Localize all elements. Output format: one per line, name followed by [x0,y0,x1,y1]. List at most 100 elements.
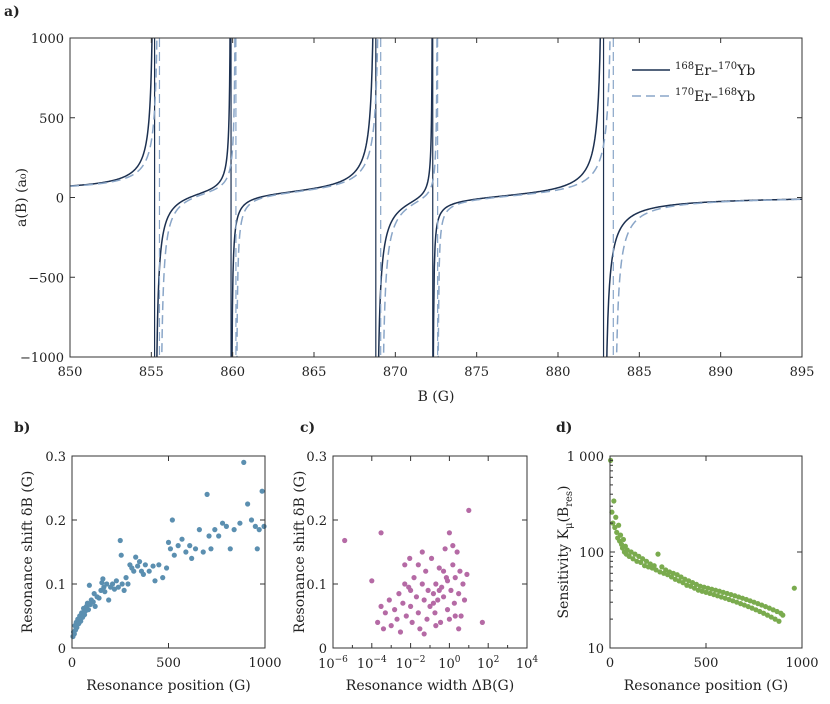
data-point [655,551,661,557]
data-point [117,537,123,544]
x-tick-label: 0 [606,656,614,671]
data-point [640,556,646,562]
data-point [419,581,425,587]
label-text: ) [556,485,572,490]
tick-exponent: 4 [532,655,538,665]
x-tick-label: 870 [383,365,408,380]
data-point [419,549,425,555]
data-point [256,527,262,533]
data-point [196,527,202,533]
panel-label: d) [556,420,572,436]
data-point [663,567,669,573]
data-point [400,600,406,606]
series-line-2 [70,38,802,357]
data-point [616,522,622,528]
data-point [237,520,243,526]
data-point [402,581,408,587]
data-point [252,523,258,530]
x-tick-label: 10−2 [396,655,426,672]
data-point [386,597,392,603]
data-point [183,549,189,555]
y-tick-label: 100 [579,546,604,561]
data-point [451,600,457,606]
data-point [403,613,409,619]
data-point [369,578,375,584]
data-point [90,599,96,605]
x-tick-label: 860 [220,365,245,380]
data-point [421,597,427,603]
label-text: (B [556,507,572,523]
tick-exponent: 0 [455,655,461,665]
legend-element: Yb [736,89,755,105]
legend-label: 168Er–170Yb [675,61,755,79]
data-point [133,554,139,560]
data-point [121,587,127,594]
data-point [632,551,638,557]
data-point [626,553,632,559]
tick-base: 10 [516,657,533,672]
data-point [223,523,229,530]
data-point [433,581,439,587]
data-point [136,559,143,565]
tick-exponent: −4 [373,655,387,665]
x-axis-label: B (G) [418,389,455,405]
tick-base: 10 [357,657,374,672]
x-tick-label: 1000 [248,656,281,671]
data-point [388,623,394,629]
plot-frame [332,455,528,649]
tick-exponent: 2 [494,655,500,665]
data-point [653,567,659,573]
data-point [140,571,147,578]
data-point [118,552,124,558]
data-point [206,533,212,539]
data-point [630,556,636,562]
data-point [152,578,158,584]
legend-label: 170Er–168Yb [675,87,755,105]
y-tick-label: −1000 [20,351,64,366]
y-tick-label: 0.1 [45,578,66,593]
data-point [212,527,218,533]
data-point [192,546,199,552]
legend-element: Yb [736,63,755,79]
x-tick-label: 500 [694,656,719,671]
data-point [397,629,404,635]
plot-frame [71,455,266,649]
tick-base: 10 [318,657,335,672]
legend-mass-number: 170 [718,61,737,72]
data-point [446,530,452,536]
data-point [160,575,166,581]
data-point [428,555,435,562]
tick-base: 10 [396,657,413,672]
data-point [772,616,778,622]
data-point [100,576,106,582]
data-point [674,572,680,578]
data-point [436,587,442,594]
data-point [780,612,786,618]
x-tick-label: 890 [708,365,733,380]
data-point [450,562,456,568]
y-tick-label: 500 [39,112,64,127]
data-point [423,568,429,574]
data-point [609,509,615,515]
x-tick-label: 10−6 [318,655,348,672]
x-tick-label: 100 [438,655,461,672]
data-point [450,543,456,549]
data-point [146,568,152,574]
data-point [142,562,148,568]
data-point [171,552,177,558]
data-point [392,607,398,613]
data-point [430,600,437,606]
data-point [179,536,185,542]
data-point [436,565,442,571]
data-point [424,616,430,622]
data-point [169,517,175,523]
x-tick-label: 885 [627,365,652,380]
data-point [768,614,774,620]
data-point [761,610,767,616]
data-point [464,571,470,578]
tick-exponent: −2 [412,655,425,665]
data-point [378,603,384,610]
panel-c: c)10−6 10−4 10−2 100 102 10400.10.20.3Resonan… [292,420,538,694]
data-point [231,527,237,533]
data-point [432,610,438,616]
